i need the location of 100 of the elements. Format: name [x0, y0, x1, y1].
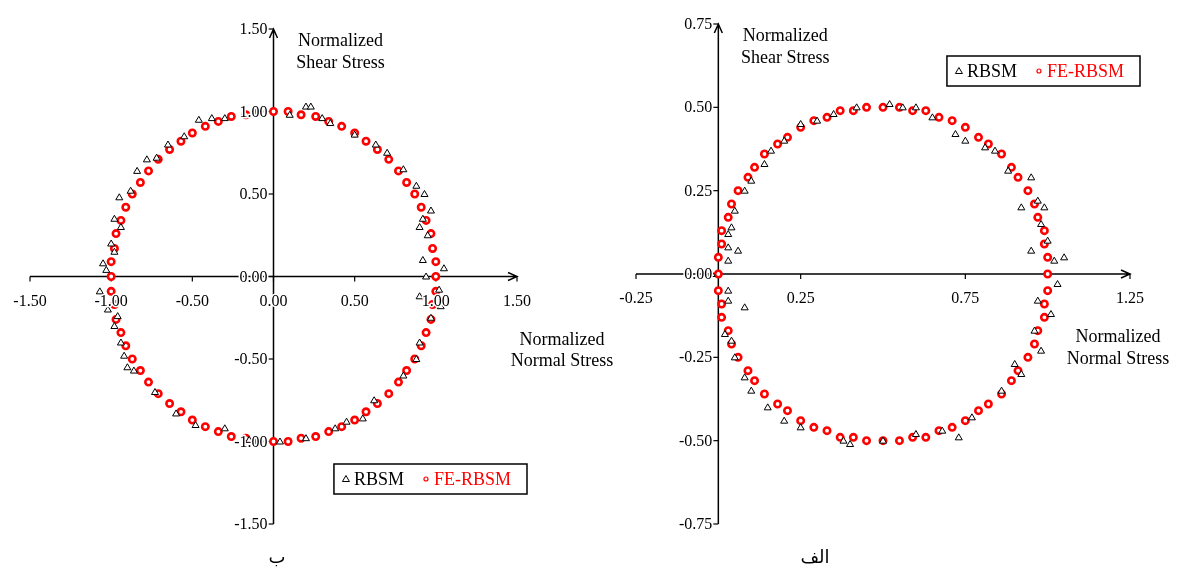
y-tick-label: -0.50	[234, 350, 268, 367]
x-tick-label: 0.25	[786, 289, 815, 306]
point	[724, 286, 733, 294]
point	[852, 103, 861, 111]
point	[1010, 360, 1019, 367]
point	[415, 292, 424, 300]
point	[439, 264, 448, 272]
point	[724, 243, 733, 251]
point	[370, 396, 379, 404]
point	[839, 436, 848, 444]
point	[220, 424, 229, 432]
point	[418, 256, 427, 263]
point	[95, 287, 104, 295]
point	[990, 146, 999, 154]
point	[399, 165, 408, 173]
point	[829, 110, 838, 117]
point	[1017, 203, 1026, 211]
y-tick-label: -0.25	[679, 348, 713, 366]
point	[172, 409, 181, 417]
point	[412, 181, 421, 189]
point	[207, 114, 216, 122]
point	[331, 424, 340, 432]
point	[422, 272, 431, 280]
point	[846, 440, 855, 447]
point	[151, 388, 159, 395]
point	[747, 176, 756, 184]
point	[383, 148, 392, 156]
point	[1037, 346, 1046, 354]
point	[358, 414, 367, 422]
point	[730, 206, 739, 214]
point	[796, 120, 805, 127]
x-axis-title: Normalized Normal Stress	[1066, 326, 1170, 368]
legend-label: RBSM	[353, 469, 404, 489]
point	[951, 130, 960, 137]
point	[954, 433, 963, 441]
legend-label: FE-RBSM	[433, 469, 511, 489]
x-tick-label: 0.50	[340, 291, 369, 309]
point	[342, 417, 351, 425]
point	[116, 338, 125, 346]
point	[938, 426, 947, 434]
y-tick-label: -1.50	[234, 515, 268, 532]
point	[1027, 173, 1036, 181]
x-tick-label: -1.50	[13, 291, 47, 309]
point	[961, 136, 970, 144]
point	[423, 231, 432, 239]
point	[1027, 246, 1036, 254]
point	[885, 100, 894, 107]
point	[1060, 253, 1069, 261]
point	[275, 437, 284, 445]
point	[180, 132, 189, 140]
point	[796, 423, 805, 431]
point	[115, 193, 124, 201]
y-tick-label: 0.25	[684, 181, 713, 199]
y-tick-label: 0.75	[684, 15, 713, 32]
point	[142, 155, 151, 163]
point	[420, 190, 429, 197]
point	[1043, 236, 1052, 244]
y-axis-title: Normalized Shear Stress	[296, 30, 385, 72]
point	[120, 351, 129, 359]
point	[116, 223, 125, 230]
point	[730, 353, 739, 361]
y-tick-label: -0.75	[679, 515, 713, 532]
point	[163, 140, 172, 148]
point	[194, 115, 203, 123]
point	[107, 239, 116, 247]
point	[813, 116, 822, 124]
point	[763, 403, 772, 411]
point	[740, 373, 749, 381]
point	[191, 421, 200, 428]
point	[740, 186, 749, 194]
point	[1033, 296, 1042, 304]
point	[399, 371, 408, 379]
point	[301, 434, 310, 442]
point	[102, 265, 111, 273]
point	[1017, 370, 1026, 377]
legend-label: FE-RBSM	[1046, 61, 1124, 81]
point	[418, 214, 427, 222]
x-axis-title: Normalized Normal Stress	[510, 328, 614, 371]
point	[760, 160, 769, 167]
point	[1050, 256, 1059, 264]
point	[415, 223, 424, 230]
point	[967, 413, 976, 421]
point	[371, 140, 380, 148]
point	[1046, 310, 1055, 317]
point	[110, 322, 119, 329]
legend-label: RBSM	[966, 61, 1017, 81]
point	[981, 143, 990, 151]
point	[435, 285, 444, 293]
point	[110, 247, 119, 255]
point	[724, 256, 733, 264]
point	[740, 303, 749, 311]
point	[426, 206, 435, 214]
point	[720, 330, 729, 337]
point	[318, 114, 327, 122]
x-tick-label: -0.25	[619, 289, 653, 306]
x-tick-label: -0.50	[175, 291, 209, 309]
point	[780, 136, 789, 144]
x-tick-label: -1.00	[94, 291, 128, 309]
point	[110, 214, 119, 222]
point	[126, 186, 135, 194]
